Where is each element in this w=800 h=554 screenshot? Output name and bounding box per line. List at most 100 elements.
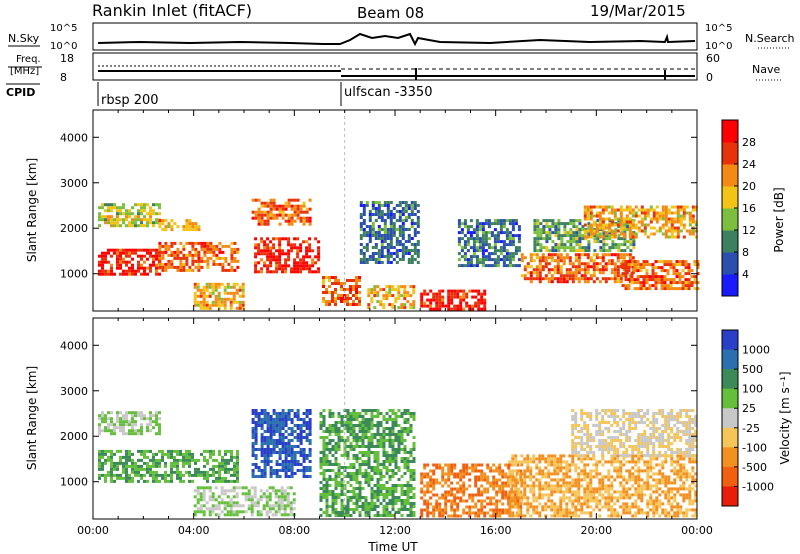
data-cell [241,510,245,514]
data-cell [565,277,569,281]
data-cell [586,214,590,218]
data-cell [444,493,448,497]
data-cell [385,457,389,460]
data-cell [368,219,372,222]
data-cell [185,219,189,223]
data-cell [469,225,473,229]
data-cell [444,502,448,506]
data-cell [441,472,445,476]
data-cell [559,478,563,482]
data-cell [541,469,545,473]
data-cell [529,457,533,461]
data-cell [308,270,312,274]
beam-title: Beam 08 [357,4,424,22]
data-cell [483,475,487,479]
data-cell [462,292,466,296]
data-cell [284,472,288,475]
data-cell [383,201,387,204]
data-cell [334,427,338,430]
data-cell [260,448,264,451]
data-cell [352,300,355,303]
data-cell [496,264,500,268]
data-cell [538,268,542,272]
data-cell [490,234,494,238]
data-cell [412,505,416,508]
data-cell [140,203,143,207]
data-cell [544,484,548,488]
data-cell [227,458,230,462]
data-cell [98,461,101,465]
data-cell [472,252,476,256]
data-cell [170,244,174,248]
data-cell [211,510,215,514]
data-cell [161,222,165,226]
data-cell [308,198,312,202]
data-cell [203,244,207,248]
data-cell [119,224,122,228]
data-cell [535,472,539,476]
data-cell [481,222,485,226]
data-cell [622,226,626,230]
data-cell [586,268,590,272]
data-cell [101,429,104,433]
data-cell [322,475,326,478]
data-cell [538,460,542,464]
data-cell [364,511,368,514]
data-cell [308,466,312,469]
data-cell [233,467,236,471]
data-cell [651,269,655,273]
data-cell [272,213,276,217]
data-cell [340,424,344,427]
data-cell [283,513,287,517]
data-cell [140,476,143,480]
data-cell [572,234,576,238]
data-cell [113,479,116,483]
data-cell [598,262,602,266]
data-cell [269,246,273,250]
data-cell [113,461,116,465]
data-cell [520,472,524,476]
data-cell [158,461,161,465]
data-cell [610,253,614,257]
data-cell [550,478,554,482]
data-cell [533,249,537,253]
data-cell [260,237,264,241]
data-cell [412,415,416,418]
data-cell [263,243,267,247]
data-cell [113,203,116,207]
data-cell [137,473,140,477]
data-cell [140,417,143,421]
data-cell [413,234,417,237]
data-cell [533,237,537,241]
data-cell [152,452,155,456]
data-cell [429,484,433,488]
data-cell [636,266,640,270]
data-cell [508,234,512,238]
data-cell [480,475,484,479]
data-cell [272,451,276,454]
data-cell [116,417,119,421]
data-cell [197,262,201,266]
data-cell [164,262,168,266]
data-cell [302,210,306,214]
data-cell [254,457,258,460]
data-cell [280,513,284,517]
data-cell [355,276,358,279]
data-cell [377,261,381,264]
data-cell [146,221,149,225]
data-cell [502,249,506,253]
data-cell [672,281,676,285]
data-cell [563,222,567,226]
data-cell [617,234,621,238]
data-cell [205,303,209,307]
data-cell [403,303,407,307]
data-cell [254,475,258,478]
data-cell [155,411,158,415]
data-cell [475,258,479,262]
data-cell [435,508,439,512]
data-cell [131,251,134,255]
data-cell [212,250,216,254]
data-cell [410,243,414,246]
data-cell [557,231,561,235]
data-cell [265,489,269,493]
